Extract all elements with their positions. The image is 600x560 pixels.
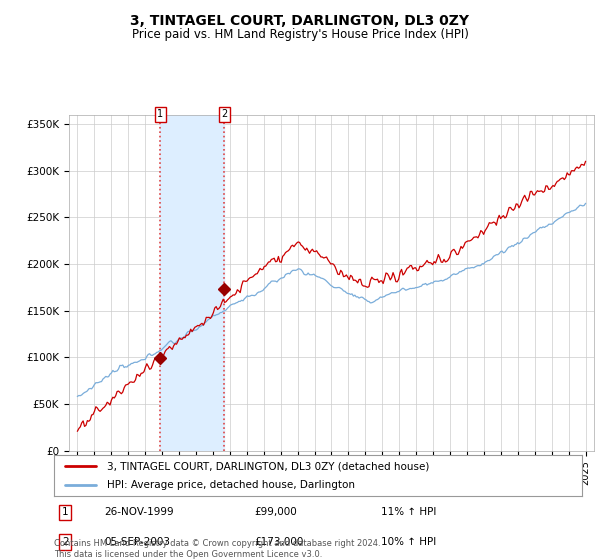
Text: 3, TINTAGEL COURT, DARLINGTON, DL3 0ZY (detached house): 3, TINTAGEL COURT, DARLINGTON, DL3 0ZY (… bbox=[107, 461, 429, 471]
Text: £173,000: £173,000 bbox=[254, 537, 304, 547]
Text: 1: 1 bbox=[157, 109, 164, 119]
Text: 1: 1 bbox=[62, 507, 68, 517]
Text: 05-SEP-2003: 05-SEP-2003 bbox=[104, 537, 170, 547]
Text: HPI: Average price, detached house, Darlington: HPI: Average price, detached house, Darl… bbox=[107, 480, 355, 489]
Text: 26-NOV-1999: 26-NOV-1999 bbox=[104, 507, 174, 517]
Text: £99,000: £99,000 bbox=[254, 507, 298, 517]
Text: 10% ↑ HPI: 10% ↑ HPI bbox=[382, 537, 437, 547]
Text: 2: 2 bbox=[62, 537, 68, 547]
Text: Contains HM Land Registry data © Crown copyright and database right 2024.
This d: Contains HM Land Registry data © Crown c… bbox=[54, 539, 380, 559]
Text: 3, TINTAGEL COURT, DARLINGTON, DL3 0ZY: 3, TINTAGEL COURT, DARLINGTON, DL3 0ZY bbox=[131, 14, 470, 28]
Text: 11% ↑ HPI: 11% ↑ HPI bbox=[382, 507, 437, 517]
Text: Price paid vs. HM Land Registry's House Price Index (HPI): Price paid vs. HM Land Registry's House … bbox=[131, 28, 469, 41]
Text: 2: 2 bbox=[221, 109, 227, 119]
Bar bbox=[160, 115, 224, 451]
